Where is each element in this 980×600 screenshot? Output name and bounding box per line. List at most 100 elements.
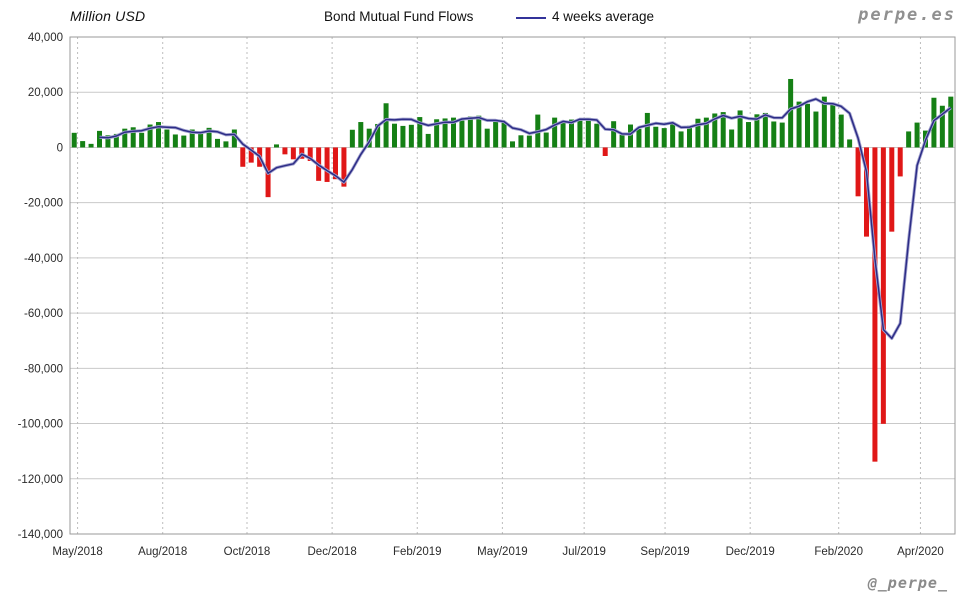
bar-positive: [695, 118, 701, 148]
y-tick-label: 40,000: [28, 32, 63, 44]
bar-positive: [670, 123, 676, 148]
bar-positive: [417, 117, 423, 148]
x-tick-label: Oct/2018: [224, 546, 271, 558]
y-tick-label: -80,000: [24, 363, 63, 375]
bar-positive: [105, 135, 111, 148]
bar-positive: [459, 120, 465, 148]
bar-positive: [501, 121, 507, 148]
legend-line-icon: [516, 16, 546, 19]
bar-positive: [552, 117, 558, 148]
y-tick-label: 0: [57, 142, 63, 154]
x-tick-label: Sep/2019: [640, 546, 689, 558]
bar-positive: [678, 131, 684, 148]
bar-positive: [349, 129, 355, 148]
bar-positive: [198, 131, 204, 148]
bar-positive: [830, 102, 836, 148]
bar-negative: [240, 147, 246, 167]
bar-positive: [746, 122, 751, 148]
bar-positive: [164, 129, 170, 148]
bar-positive: [139, 132, 145, 148]
bar-positive: [847, 139, 853, 148]
bar-negative: [602, 147, 608, 156]
bar-negative: [248, 147, 254, 163]
plot-border: [69, 36, 956, 535]
x-tick-label: Dec/2018: [308, 546, 357, 558]
bar-positive: [147, 124, 153, 148]
bar-positive: [813, 111, 819, 148]
x-tick-label: May/2018: [52, 546, 103, 558]
bar-negative: [307, 147, 313, 161]
bar-positive: [737, 110, 743, 148]
x-tick-label: May/2019: [477, 546, 528, 558]
bar-positive: [156, 122, 161, 148]
x-tick-label: Dec/2019: [726, 546, 775, 558]
bar-positive: [484, 128, 490, 148]
y-tick-label: -120,000: [18, 474, 63, 486]
bar-positive: [788, 78, 794, 148]
bar-positive: [467, 116, 473, 148]
bar-positive: [543, 132, 549, 148]
bar-positive: [383, 103, 389, 148]
bar-positive: [906, 131, 912, 148]
bar-negative: [290, 147, 296, 160]
bar-negative: [333, 147, 338, 180]
bar-positive: [476, 115, 482, 148]
bar-negative: [282, 147, 288, 155]
x-tick-label: Feb/2019: [393, 546, 442, 558]
bar-negative: [341, 147, 347, 187]
bar-positive: [400, 125, 406, 148]
y-tick-label: 20,000: [28, 87, 63, 99]
bar-positive: [779, 122, 785, 148]
bar-positive: [434, 119, 440, 148]
bar-positive: [518, 135, 524, 148]
bar-positive: [619, 134, 625, 148]
bar-positive: [493, 120, 499, 148]
bar-positive: [189, 129, 195, 148]
bar-positive: [451, 117, 456, 148]
bar-positive: [97, 130, 102, 148]
bar-positive: [375, 123, 381, 148]
flows-chart: 40,000 20,000 0 -20,000 -40,000 -60,000 -80,00…: [18, 32, 956, 558]
bar-positive: [628, 124, 633, 148]
bar-positive: [442, 118, 448, 148]
bar-positive: [796, 101, 802, 148]
y-tick-label: -20,000: [24, 198, 63, 210]
bar-positive: [729, 129, 735, 148]
bar-negative: [324, 147, 330, 182]
bar-negative: [855, 147, 861, 197]
bar-positive: [274, 144, 279, 148]
bar-positive: [594, 123, 600, 148]
bar-positive: [122, 128, 128, 148]
bar-positive: [754, 114, 760, 148]
bar-negative: [872, 147, 878, 462]
bar-positive: [71, 132, 77, 148]
bar-positive: [181, 135, 187, 148]
bar-positive: [636, 128, 642, 148]
x-tick-label: Apr/2020: [897, 546, 944, 558]
legend-label: 4 weeks average: [552, 9, 655, 24]
bar-positive: [703, 117, 709, 148]
bar-positive: [821, 96, 827, 148]
bar-negative: [880, 147, 886, 424]
bar-positive: [914, 122, 920, 148]
y-tick-label: -100,000: [18, 419, 63, 431]
bar-positive: [712, 113, 718, 148]
bar-positive: [653, 126, 659, 148]
bar-positive: [948, 96, 954, 148]
author-handle: @_perpe_: [867, 574, 948, 592]
bar-positive: [569, 119, 574, 148]
bar-positive: [771, 121, 777, 148]
y-tick-label: -40,000: [24, 253, 63, 265]
bar-positive: [762, 112, 768, 148]
bar-positive: [939, 105, 945, 148]
bar-positive: [358, 122, 364, 148]
chart-title: Bond Mutual Fund Flows: [324, 9, 474, 24]
bar-positive: [231, 129, 237, 148]
bar-positive: [80, 141, 86, 148]
bar-positive: [425, 133, 431, 148]
bar-positive: [526, 135, 532, 148]
legend: 4 weeks average: [516, 9, 654, 24]
bar-positive: [408, 124, 414, 148]
bar-positive: [88, 143, 94, 148]
